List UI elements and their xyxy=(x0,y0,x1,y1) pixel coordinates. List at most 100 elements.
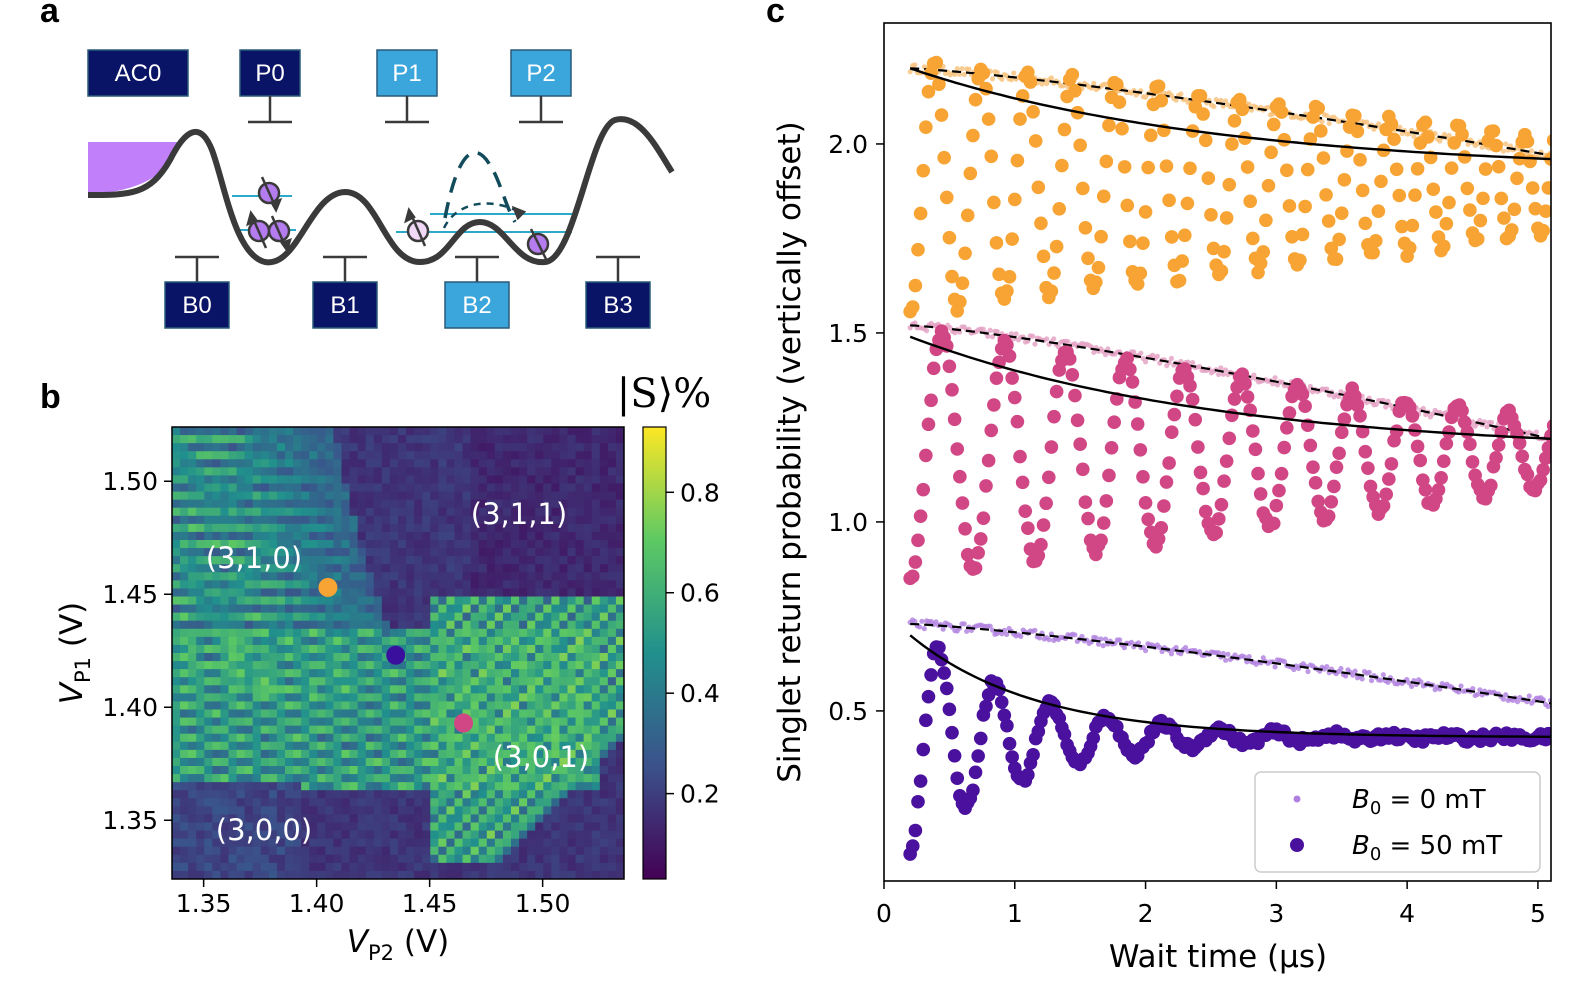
heatmap-cell xyxy=(309,677,318,686)
heatmap-cell xyxy=(398,604,407,614)
heatmap-cell xyxy=(494,669,504,678)
heatmap-cell xyxy=(317,467,326,477)
heatmap-cell xyxy=(389,870,399,879)
heatmap-cell xyxy=(365,766,375,775)
heatmap-cell xyxy=(301,653,310,662)
data-point xyxy=(1168,355,1175,361)
heatmap-cell xyxy=(535,661,544,670)
heatmap-cell xyxy=(228,459,238,468)
data-point xyxy=(1164,425,1179,440)
heatmap-cell xyxy=(535,636,544,646)
heatmap-cell xyxy=(365,782,375,791)
heatmap-cell xyxy=(559,548,569,557)
heatmap-cell xyxy=(511,556,520,565)
heatmap-cell xyxy=(486,782,496,791)
heatmap-cell xyxy=(333,846,343,856)
heatmap-cell xyxy=(567,701,577,711)
heatmap-cell xyxy=(285,709,294,719)
heatmap-cell xyxy=(220,854,230,864)
heatmap-cell xyxy=(244,798,254,807)
heatmap-cell xyxy=(220,556,230,565)
heatmap-cell xyxy=(188,846,197,856)
heatmap-cell xyxy=(309,596,318,606)
heatmap-cell xyxy=(373,709,383,719)
data-point xyxy=(1094,533,1108,548)
heatmap-cell xyxy=(454,451,464,460)
heatmap-cell xyxy=(559,588,569,598)
data-point xyxy=(1253,256,1268,271)
heatmap-cell xyxy=(188,628,197,638)
heatmap-cell xyxy=(430,814,439,824)
heatmap-cell xyxy=(551,467,561,477)
heatmap-cell xyxy=(220,451,230,460)
heatmap-cell xyxy=(398,523,407,533)
heatmap-cell xyxy=(220,491,230,501)
heatmap-cell xyxy=(470,766,480,775)
heatmap-cell xyxy=(244,701,254,711)
heatmap-cell xyxy=(478,701,488,711)
heatmap-cell xyxy=(309,838,318,848)
heatmap-cell xyxy=(333,854,343,864)
heatmap-cell xyxy=(527,766,536,775)
heatmap-cell xyxy=(454,774,464,783)
heatmap-cell xyxy=(301,523,310,533)
heatmap-cell xyxy=(180,531,189,541)
heatmap-cell xyxy=(212,830,222,840)
heatmap-cell xyxy=(276,483,286,493)
heatmap-cell xyxy=(446,846,456,856)
heatmap-cell xyxy=(301,701,310,711)
heatmap-cell xyxy=(511,580,520,590)
heatmap-cell xyxy=(285,604,294,614)
heatmap-cell xyxy=(220,814,230,824)
heatmap-cell xyxy=(357,588,367,598)
heatmap-cell xyxy=(559,491,569,501)
heatmap-cell xyxy=(551,443,561,452)
heatmap-cell xyxy=(301,644,310,654)
heatmap-cell xyxy=(527,564,536,573)
heatmap-cell xyxy=(519,596,528,606)
heatmap-cell xyxy=(615,548,624,557)
heatmap-cell xyxy=(325,459,335,468)
heatmap-cell xyxy=(422,870,431,879)
heatmap-cell xyxy=(438,741,448,751)
data-point xyxy=(1039,496,1053,511)
heatmap-cell xyxy=(188,757,197,767)
heatmap-cell xyxy=(575,540,585,549)
heatmap-cell xyxy=(567,822,577,832)
heatmap-cell xyxy=(349,443,359,452)
data-point xyxy=(937,666,951,680)
heatmap-cell xyxy=(591,435,601,444)
heatmap-cell xyxy=(260,838,270,848)
heatmap-cell xyxy=(228,798,238,807)
heatmap-cell xyxy=(357,540,367,549)
region-label: (3,1,1) xyxy=(471,497,567,531)
heatmap-cell xyxy=(414,588,423,598)
heatmap-cell xyxy=(309,822,318,832)
heatmap-cell xyxy=(478,870,488,879)
heatmap-cell xyxy=(567,733,577,743)
heatmap-cell xyxy=(172,596,181,606)
heatmap-cell xyxy=(365,822,375,832)
heatmap-cell xyxy=(511,451,520,460)
data-point xyxy=(1039,81,1045,87)
heatmap-cell xyxy=(543,620,552,630)
heatmap-cell xyxy=(381,459,391,468)
data-point xyxy=(921,417,936,432)
heatmap-cell xyxy=(519,774,528,783)
heatmap-cell xyxy=(502,515,512,525)
heatmap-cell xyxy=(357,854,367,864)
data-point xyxy=(924,328,930,334)
heatmap-cell xyxy=(591,766,601,775)
heatmap-cell xyxy=(607,685,617,694)
heatmap-cell xyxy=(567,475,577,485)
data-point xyxy=(1355,424,1370,439)
heatmap-cell xyxy=(414,483,423,493)
heatmap-cell xyxy=(204,725,213,735)
heatmap-cell xyxy=(599,830,609,840)
heatmap-cell xyxy=(478,830,488,840)
heatmap-cell xyxy=(607,733,617,743)
heatmap-cell xyxy=(317,822,326,832)
heatmap-cell xyxy=(535,822,544,832)
heatmap-cell xyxy=(470,491,480,501)
heatmap-cell xyxy=(406,685,415,694)
